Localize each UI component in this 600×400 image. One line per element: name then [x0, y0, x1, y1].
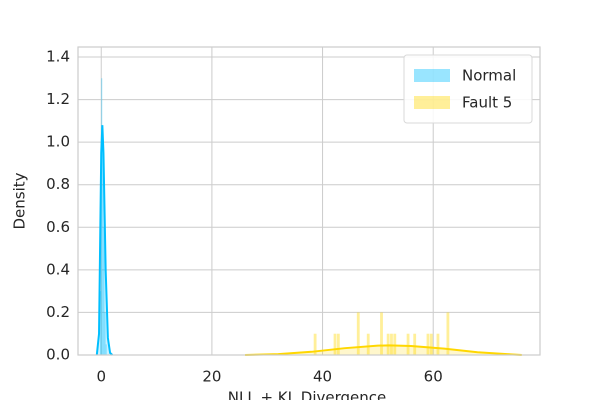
plot-frame: [77, 46, 541, 356]
histogram-bar: [436, 333, 440, 355]
histogram-bar: [313, 333, 317, 355]
legend-box: [403, 54, 533, 124]
y-tick-label: 0.4: [46, 260, 70, 278]
histogram-bar: [413, 333, 417, 355]
kde-line: [95, 125, 113, 356]
y-tick-label: 0.6: [46, 218, 70, 236]
histogram-bar: [102, 142, 104, 355]
histogram-bar: [366, 333, 370, 355]
y-axis-label: Density: [11, 172, 29, 229]
legend-swatch: [414, 69, 450, 82]
histogram-bar: [333, 333, 337, 355]
histogram-bar: [101, 78, 103, 356]
histogram-bar: [446, 312, 450, 355]
x-tick-label: 40: [313, 368, 332, 386]
legend: Normal Fault 5: [403, 54, 533, 124]
histogram-bar: [100, 291, 102, 355]
y-tick-label: 0.8: [46, 175, 70, 193]
kde-line: [245, 344, 522, 356]
histogram-bar: [336, 333, 340, 355]
y-tick-label: 1.4: [46, 48, 70, 66]
histogram-bar: [406, 333, 410, 355]
x-tick-label: 20: [202, 368, 221, 386]
histogram-bar: [386, 333, 390, 355]
histogram-bar: [104, 312, 106, 355]
legend-swatch: [414, 96, 450, 109]
kde-area: [245, 345, 522, 355]
legend-label: Fault 5: [462, 94, 512, 112]
y-tick-label: 0.2: [46, 303, 70, 321]
histogram-bar: [356, 312, 360, 355]
legend-label: Normal: [462, 67, 516, 85]
x-axis-label: NLL + KL Divergence: [228, 389, 386, 400]
x-tick-label: 0: [96, 368, 106, 386]
x-tick-label: 60: [424, 368, 443, 386]
histogram-bar: [429, 333, 433, 355]
y-tick-label: 1.2: [46, 90, 70, 108]
histogram-bar: [103, 227, 105, 355]
histogram-bar: [380, 312, 383, 355]
histogram-bar: [105, 344, 107, 355]
y-tick-label: 0.0: [46, 346, 70, 364]
histogram-bar: [426, 333, 430, 355]
histogram-bar: [390, 333, 393, 355]
histogram-bar: [393, 333, 397, 355]
y-tick-label: 1.0: [46, 133, 70, 151]
